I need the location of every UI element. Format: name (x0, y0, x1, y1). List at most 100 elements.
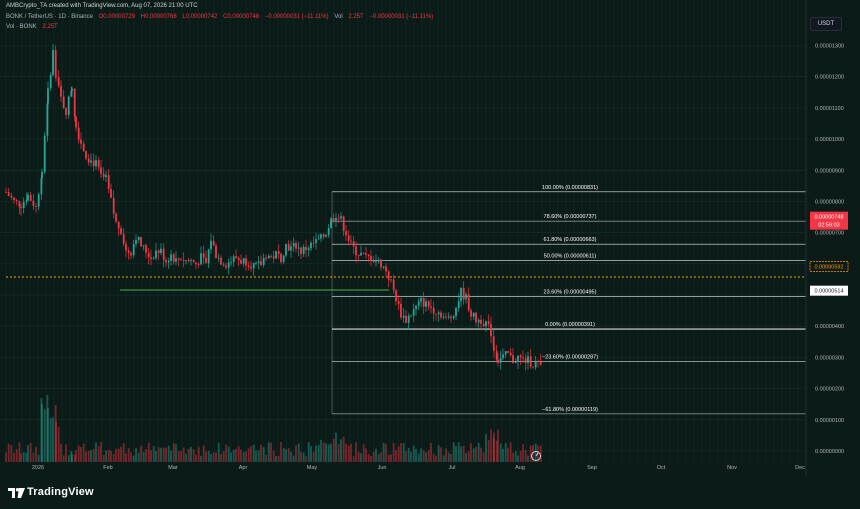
candle-body (137, 237, 140, 240)
candle-body (212, 240, 215, 246)
candle-body (317, 238, 320, 240)
candle-body (200, 253, 202, 265)
volume-bar (529, 445, 532, 462)
volume-bar (465, 452, 467, 462)
volume-bar (122, 443, 125, 462)
candle-body (237, 257, 240, 261)
candle-body (297, 247, 300, 249)
volume-bar (240, 449, 242, 462)
volume-bar (97, 446, 100, 462)
candle-body (257, 261, 260, 263)
candle-body (92, 160, 95, 167)
volume-bar (440, 447, 442, 462)
candle-body (102, 173, 105, 177)
candle-body (80, 139, 82, 144)
volume-bar (172, 443, 175, 462)
candle-body (7, 192, 10, 196)
fibonacci-retracement[interactable]: 100.00% (0.00000831) 78.60% (0.00000737) 6… (331, 185, 806, 415)
volume-bar (37, 454, 40, 462)
price-tick-label: 0.00001100 (815, 106, 844, 112)
volume-bar (155, 451, 157, 462)
tradingview-logo-icon[interactable] (8, 488, 25, 498)
candle-body (465, 294, 467, 300)
chart-title: AMBCrypto_TA created with TradingView.co… (6, 3, 198, 9)
candle-body (47, 88, 49, 104)
time-tick-label: May (307, 465, 318, 471)
volume-legend[interactable]: Vol · BONK 2.25T (6, 24, 62, 30)
volume-bar (497, 429, 499, 462)
candle-body (315, 239, 317, 243)
volume-bar (524, 450, 527, 462)
candle-body (235, 256, 237, 258)
fib-level-label: 61.80% (0.00000663) (544, 237, 597, 243)
time-axis[interactable]: 2026 Feb Mar Apr May Jun Jul Aug Sep Oct Nov Dec (32, 465, 805, 471)
volume-bar (110, 450, 112, 462)
candle-body (57, 77, 60, 86)
candle-body (305, 246, 307, 251)
candle-body (392, 279, 395, 291)
volume-bar (212, 452, 215, 462)
volume-bar (40, 398, 43, 462)
clock-icon[interactable] (531, 451, 541, 461)
volume-bar (252, 444, 255, 462)
candle-body (70, 90, 73, 97)
time-tick-label: Mar (168, 465, 178, 471)
volume-bar (340, 439, 342, 462)
candle-body (372, 261, 375, 263)
volume-bar (55, 421, 57, 462)
volume-bar (77, 445, 80, 462)
candle-body (122, 233, 125, 244)
symbol-name[interactable]: BONK / TetherUS · 1D · Binance (6, 14, 93, 20)
candle-body (49, 74, 52, 89)
volume-bar (380, 452, 382, 462)
volume-bar (147, 442, 150, 462)
candle-body (327, 228, 330, 236)
volume-bar (422, 450, 425, 462)
volume-bar (250, 446, 252, 462)
candle-body (475, 312, 477, 323)
candle-body (46, 103, 49, 136)
candle-body (67, 96, 70, 115)
volume-bar (450, 454, 452, 462)
candle-body (332, 218, 335, 221)
volume-bar (87, 450, 90, 462)
candle-body (43, 135, 46, 172)
symbol-legend[interactable]: BONK / TetherUS · 1D · Binance O0.000007… (6, 14, 437, 20)
volume-bar (519, 450, 522, 462)
vertical-grid (5, 0, 799, 462)
fib-level-label: −61.80% (0.00000119) (542, 407, 598, 413)
candle-body (397, 301, 400, 304)
candle-body (385, 266, 387, 272)
volume-bar (7, 443, 10, 462)
candle-body (362, 252, 365, 254)
volume-bar (225, 444, 227, 462)
candle-body (524, 358, 527, 363)
candle-body (120, 228, 122, 234)
volume-bar (102, 454, 105, 462)
price-tick-label: 0.00001300 (815, 44, 844, 50)
candle-body (440, 312, 442, 318)
volume-bar (20, 453, 22, 462)
volume-bar (260, 444, 262, 462)
volume-bar (127, 448, 130, 462)
volume-bar (85, 451, 87, 462)
candle-body (450, 316, 452, 319)
current-price-value: 0.00000748 (814, 215, 843, 221)
volume-bar (332, 438, 335, 462)
candle-body (182, 259, 185, 261)
volume-bar (509, 442, 512, 462)
candle-body (410, 315, 412, 317)
currency-button[interactable]: USDT (810, 17, 842, 31)
change-value: −0.00000031 (−11.11%) (264, 14, 329, 20)
candle-body (35, 206, 37, 207)
candle-body (247, 265, 250, 267)
candle-body (162, 248, 165, 260)
volume-bar (475, 446, 477, 462)
brand-name[interactable]: TradingView (27, 486, 94, 498)
volume-bar (150, 450, 152, 462)
candle-body (467, 294, 470, 311)
candle-body (357, 255, 360, 256)
volume-bar (362, 444, 365, 462)
candle-body (107, 175, 110, 190)
